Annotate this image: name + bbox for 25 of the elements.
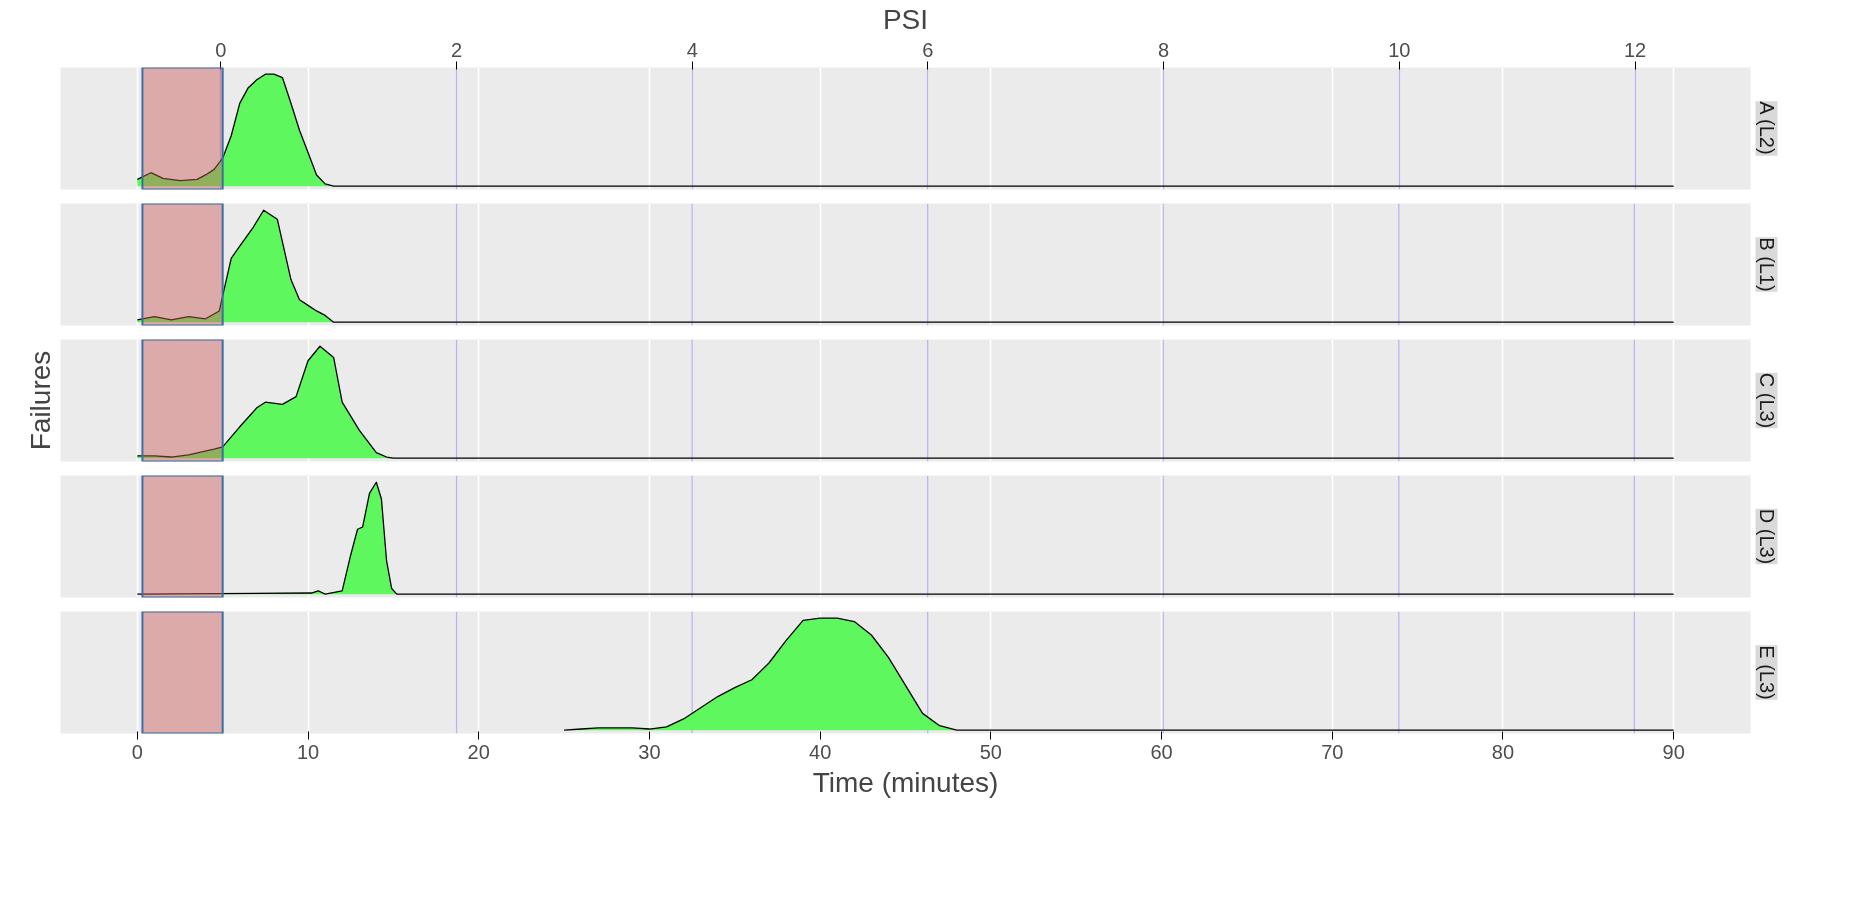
x-tick-label: 20 [467,740,490,763]
x2-tick-label: 8 [1158,38,1170,61]
text: E (L3) [1755,645,1778,700]
x-axis-title: Time (minutes) [812,766,999,798]
text: D (L3) [1755,508,1778,565]
x-tick-label: 70 [1321,740,1344,763]
x2-tick-label: 0 [215,38,227,61]
x2-tick-label: 2 [450,38,463,61]
x-tick-label: 0 [131,740,143,763]
x2-tick-label: 4 [686,38,698,61]
text: B (L1) [1755,237,1778,292]
x-tick-label: 10 [296,740,320,763]
x2-tick-label: 6 [922,38,934,61]
text: C (L3) [1755,372,1778,429]
x2-tick-label: 12 [1623,38,1647,61]
x-tick-label: 90 [1662,740,1685,763]
x-tick-label: 80 [1491,740,1515,763]
x2-axis-title: PSI [882,3,929,35]
x-tick-label: 40 [809,740,832,763]
y-axis-title: Failures [24,350,56,451]
x-tick-label: 30 [638,740,661,763]
x-tick-label: 60 [1150,740,1173,763]
text: A (L2) [1755,101,1778,155]
x-tick-label: 50 [979,740,1002,763]
x2-tick-label: 10 [1388,38,1411,61]
